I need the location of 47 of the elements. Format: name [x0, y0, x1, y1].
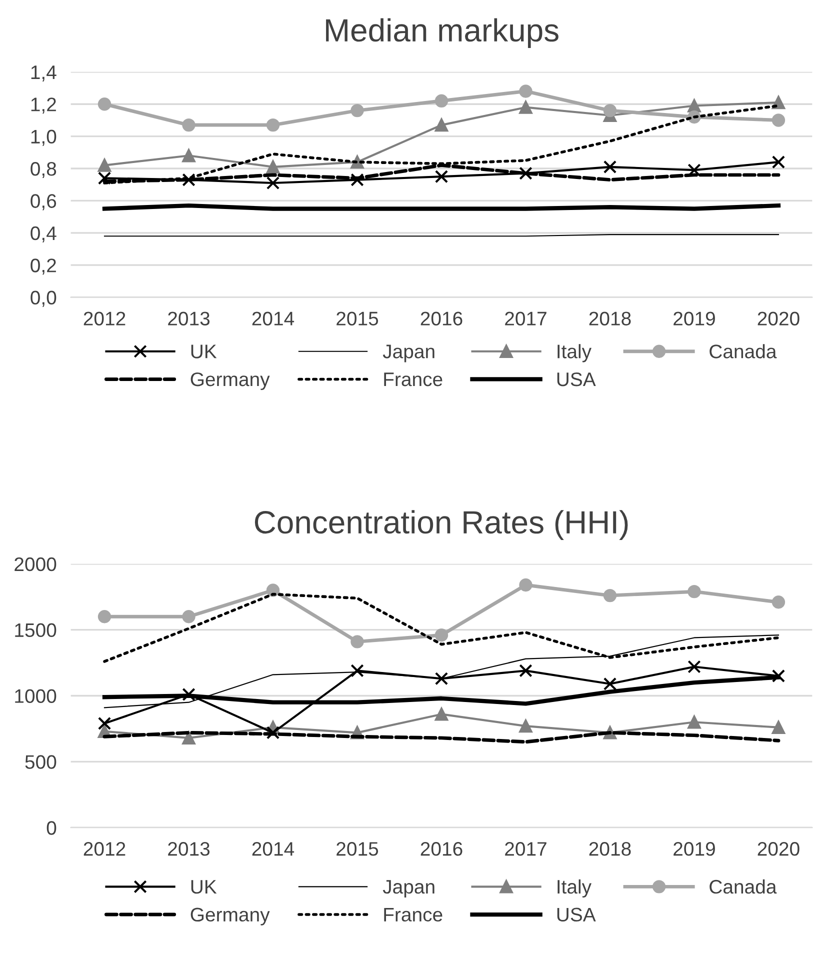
x-tick-label: 2016 — [420, 842, 462, 856]
legend-label: USA — [557, 372, 596, 386]
y-tick-label: 0,6 — [30, 194, 56, 210]
legend-label: France — [384, 908, 442, 922]
y-tick-label: 1,4 — [31, 66, 56, 82]
legend-label: Japan — [382, 880, 434, 898]
legend-label: Canada — [710, 344, 777, 358]
y-tick-label: 0,2 — [30, 258, 56, 275]
x-tick-label: 2012 — [84, 312, 126, 326]
x-tick-label: 2014 — [252, 312, 294, 326]
legend-label: Italy — [558, 344, 592, 362]
y-tick-label: 1,0 — [31, 130, 56, 146]
legend-label: Japan — [382, 344, 434, 362]
y-tick-label: 0,8 — [30, 162, 56, 178]
legend-label: USA — [557, 908, 596, 922]
x-tick-label: 2014 — [252, 842, 294, 856]
legend-label: Canada — [710, 879, 777, 894]
y-tick-label: 1000 — [15, 689, 56, 703]
legend-label: Italy — [558, 879, 592, 898]
legend-label: UK — [191, 880, 217, 894]
x-tick-label: 2017 — [505, 842, 546, 856]
x-tick-label: 2016 — [420, 312, 462, 326]
chart-title: Concentration Rates (HHI) — [254, 510, 628, 540]
x-tick-label: 2019 — [674, 312, 715, 326]
x-tick-label: 2018 — [589, 312, 631, 326]
x-tick-label: 2017 — [505, 312, 546, 326]
y-tick-label: 1500 — [15, 623, 56, 638]
chart-title: Median markups — [326, 18, 558, 48]
x-tick-label: 2018 — [589, 842, 631, 856]
x-tick-label: 2020 — [758, 312, 800, 326]
legend-label: UK — [191, 344, 217, 358]
legend-label: Germany — [190, 372, 270, 390]
legend-label: Germany — [190, 908, 270, 926]
x-tick-label: 2020 — [758, 842, 800, 856]
y-tick-label: 1,2 — [31, 98, 56, 114]
x-tick-label: 2012 — [84, 842, 126, 856]
y-tick-label: 500 — [25, 755, 56, 769]
legend-label: France — [384, 372, 442, 386]
x-tick-label: 2013 — [168, 312, 210, 326]
y-tick-label: 0,0 — [30, 290, 56, 307]
y-tick-label: 2000 — [14, 557, 56, 572]
y-tick-label: 0,4 — [30, 226, 56, 242]
x-tick-label: 2019 — [674, 842, 715, 856]
x-tick-label: 2013 — [168, 842, 210, 856]
x-tick-label: 2015 — [336, 842, 378, 856]
x-tick-label: 2015 — [336, 312, 378, 326]
y-tick-label: 0 — [46, 821, 56, 835]
